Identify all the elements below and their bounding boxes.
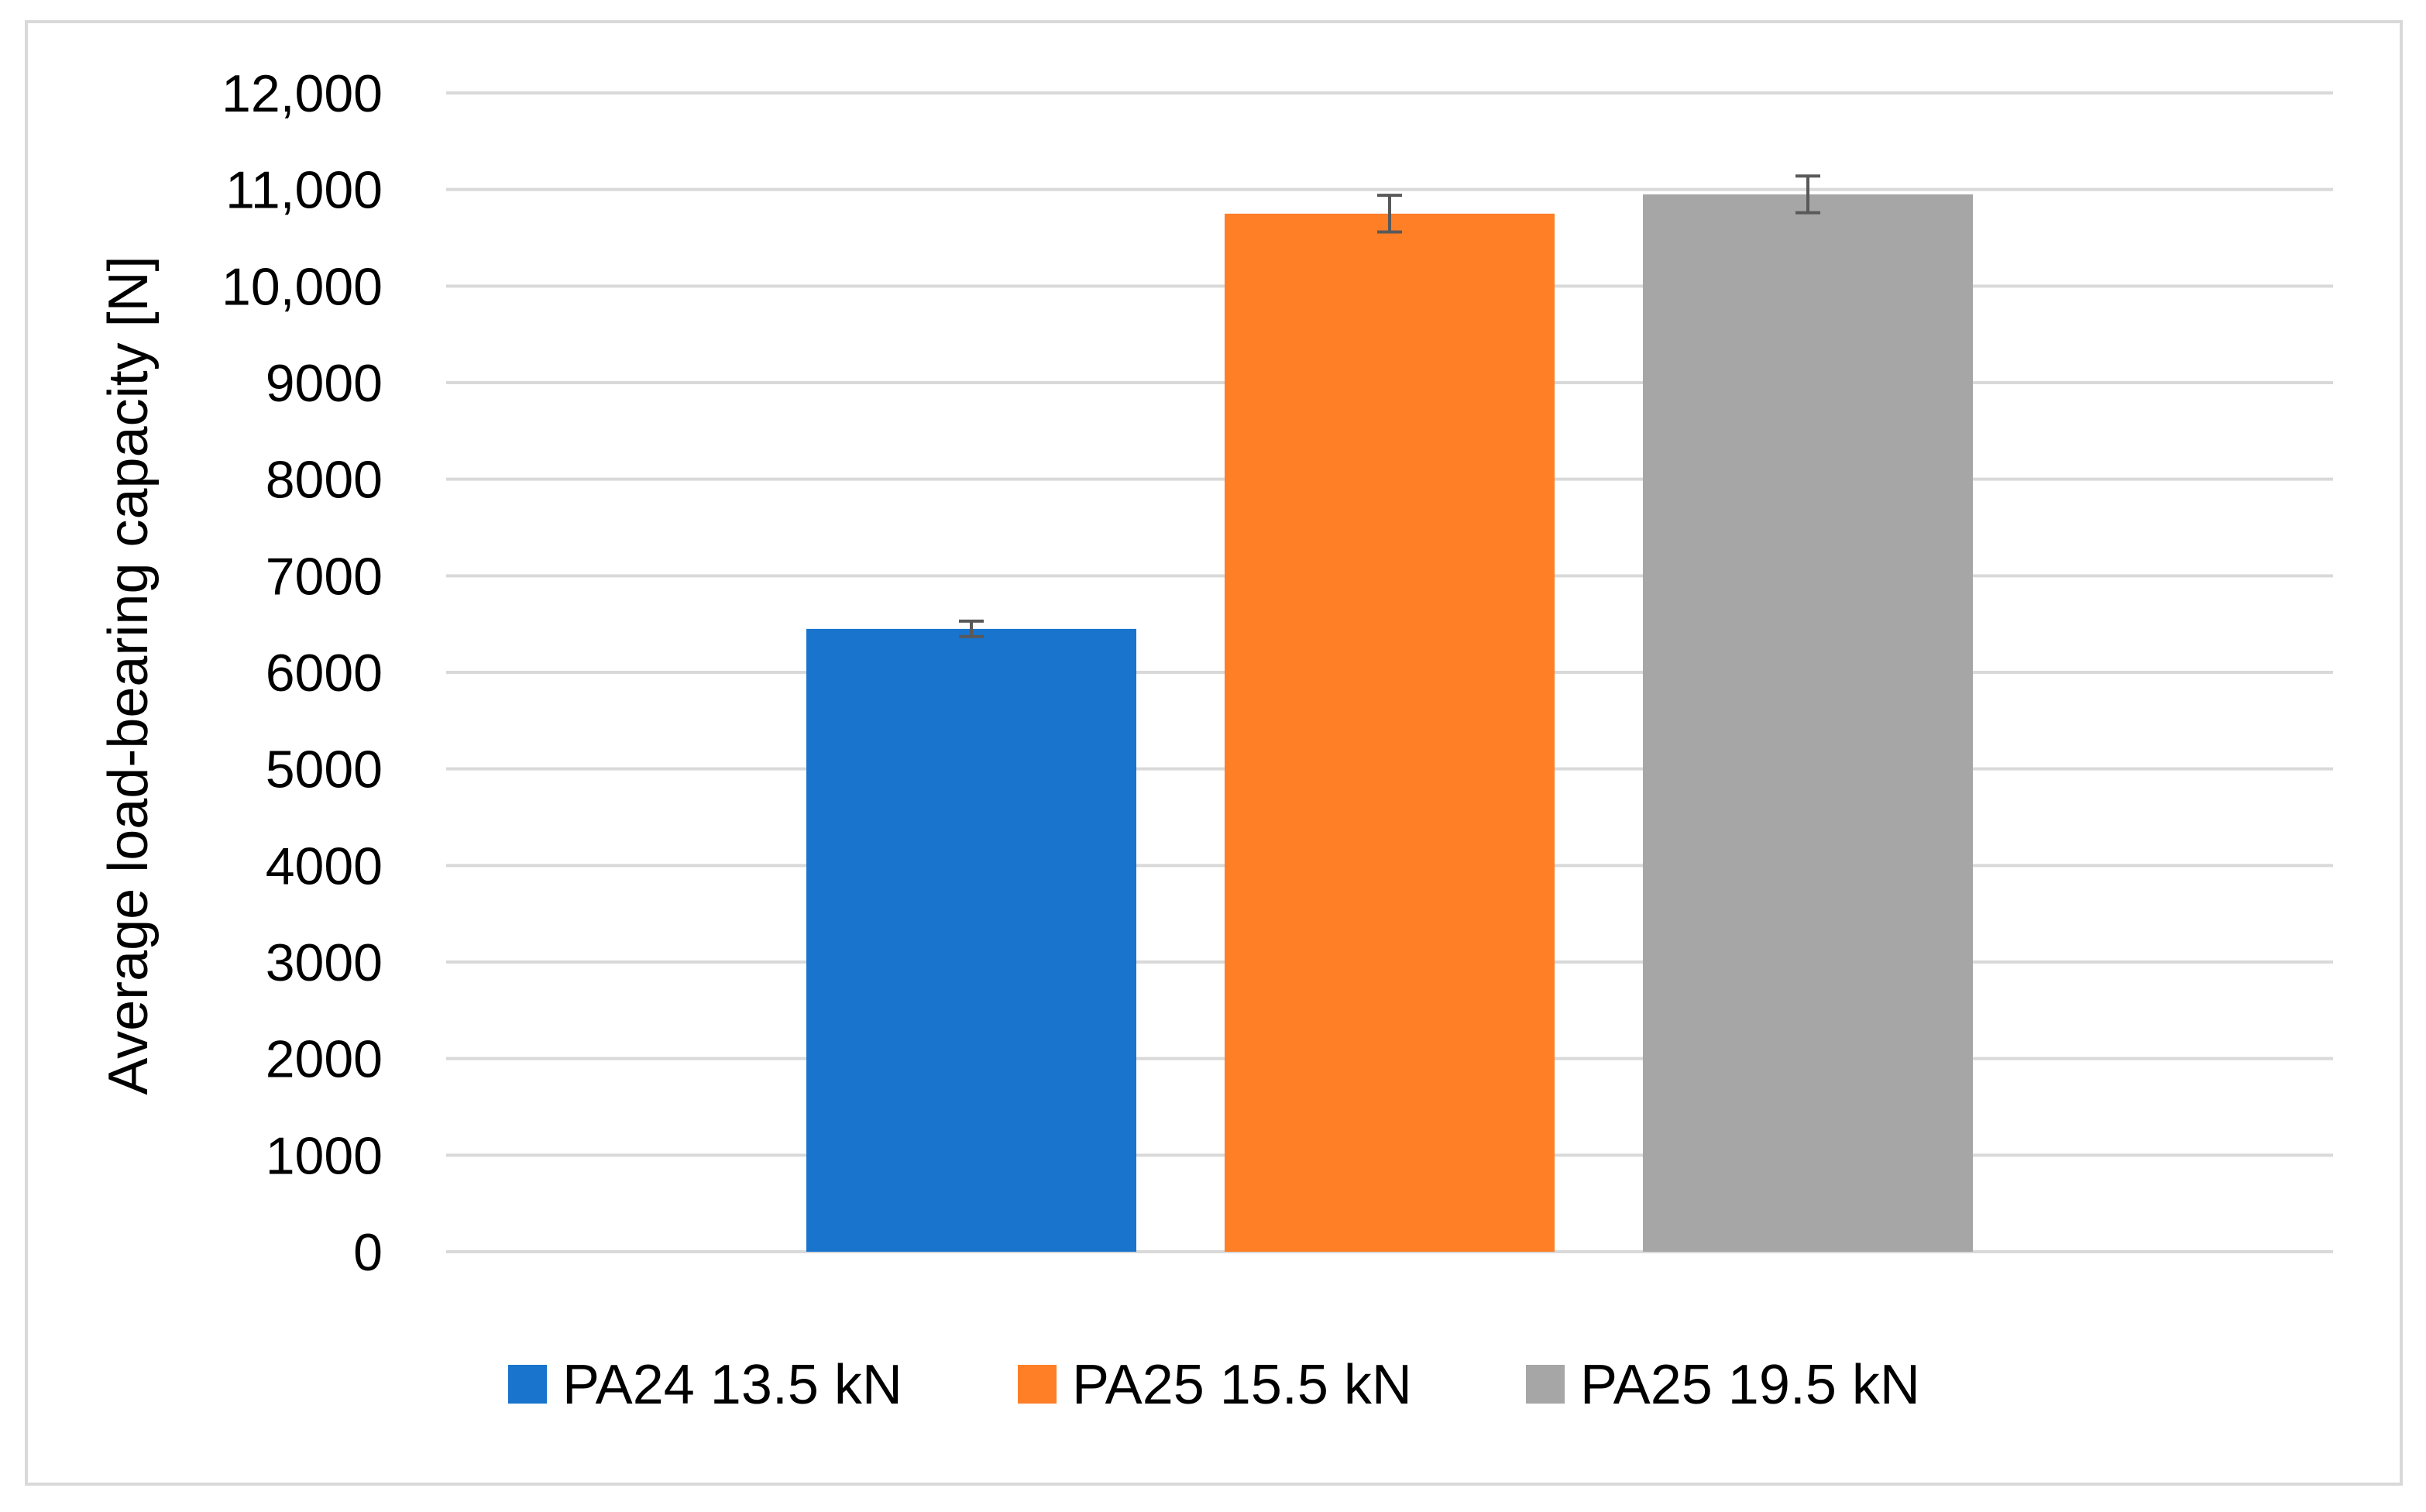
y-tick-label: 2000: [266, 1030, 383, 1089]
y-tick-label: 10,000: [222, 257, 383, 316]
legend-item: PA24 13.5 kN: [508, 1354, 902, 1416]
error-bar: [959, 619, 984, 638]
legend-item: PA25 19.5 kN: [1526, 1354, 1920, 1416]
legend-label: PA25 19.5 kN: [1580, 1354, 1920, 1416]
chart-frame: [25, 20, 2403, 1486]
error-bars: [959, 174, 1820, 638]
legend-label: PA25 15.5 kN: [1072, 1354, 1412, 1416]
bar: [1643, 194, 1973, 1252]
legend-swatch: [1018, 1365, 1057, 1404]
y-tick-label: 3000: [266, 933, 383, 992]
bars: [806, 194, 1973, 1252]
y-tick-label: 7000: [266, 547, 383, 606]
y-axis-title: Average load-bearing capacity [N]: [98, 256, 160, 1094]
error-bar: [1795, 174, 1820, 215]
y-tick-label: 8000: [266, 451, 383, 510]
y-tick-label: 1000: [266, 1126, 383, 1185]
y-tick-label: 9000: [266, 354, 383, 413]
legend: PA24 13.5 kN PA25 15.5 kN PA25 19.5 kN: [508, 1354, 1920, 1416]
y-tick-label: 4000: [266, 837, 383, 895]
legend-swatch: [1526, 1365, 1565, 1404]
legend-item: PA25 15.5 kN: [1018, 1354, 1412, 1416]
legend-swatch: [508, 1365, 547, 1404]
y-tick-label: 5000: [266, 741, 383, 799]
y-tick-label: 12,000: [222, 64, 383, 123]
bar: [1225, 213, 1555, 1252]
y-tick-label: 6000: [266, 644, 383, 703]
legend-label: PA24 13.5 kN: [562, 1354, 902, 1416]
y-axis-ticks: 0 1000 2000 3000 4000 5000 6000 7000 8000 9000 10,…: [222, 64, 383, 1282]
bar: [806, 628, 1136, 1252]
error-bar: [1377, 194, 1402, 234]
y-tick-label: 0: [353, 1223, 383, 1282]
y-tick-label: 11,000: [225, 161, 383, 220]
